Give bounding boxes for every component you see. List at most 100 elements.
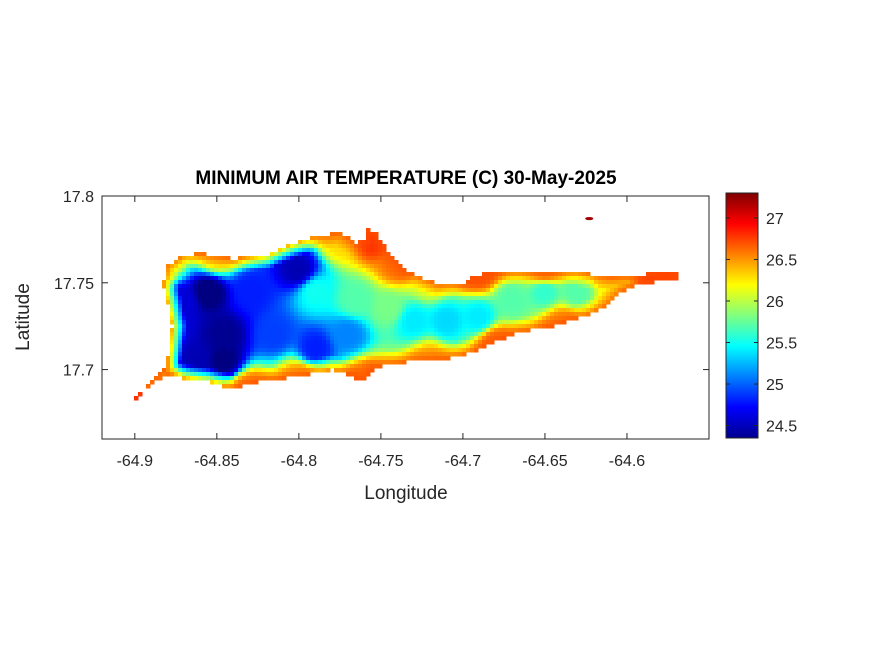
temperature-cell	[346, 268, 351, 273]
temperature-cell	[382, 316, 387, 321]
temperature-cell	[346, 288, 351, 293]
temperature-cell	[322, 268, 327, 273]
temperature-cell	[238, 256, 243, 261]
temperature-cell	[210, 368, 215, 373]
temperature-cell	[434, 332, 439, 337]
temperature-cell	[238, 336, 243, 341]
temperature-cell	[234, 264, 239, 269]
temperature-cell	[662, 272, 667, 277]
temperature-cell	[214, 304, 219, 309]
temperature-cell	[518, 328, 523, 333]
temperature-cell	[366, 320, 371, 325]
temperature-cell	[410, 348, 415, 353]
temperature-cell	[326, 320, 331, 325]
temperature-cell	[298, 352, 303, 357]
temperature-cell	[502, 272, 507, 277]
temperature-cell	[266, 376, 271, 381]
temperature-cell	[578, 304, 583, 309]
temperature-cell	[378, 312, 383, 317]
temperature-cell	[570, 292, 575, 297]
temperature-cell	[274, 300, 279, 305]
temperature-cell	[158, 376, 163, 381]
temperature-cell	[186, 364, 191, 369]
temperature-cell	[350, 332, 355, 337]
temperature-cell	[290, 320, 295, 325]
temperature-cell	[262, 332, 267, 337]
temperature-cell	[198, 352, 203, 357]
temperature-cell	[226, 340, 231, 345]
temperature-cell	[218, 260, 223, 265]
temperature-cell	[242, 336, 247, 341]
temperature-cell	[346, 352, 351, 357]
temperature-cell	[398, 308, 403, 313]
temperature-cell	[190, 304, 195, 309]
temperature-cell	[362, 364, 367, 369]
temperature-cell	[458, 288, 463, 293]
temperature-cell	[174, 324, 179, 329]
temperature-cell	[598, 304, 603, 309]
temperature-cell	[302, 332, 307, 337]
temperature-cell	[318, 336, 323, 341]
temperature-cell	[482, 288, 487, 293]
temperature-cell	[366, 368, 371, 373]
temperature-cell	[258, 284, 263, 289]
temperature-cell	[486, 328, 491, 333]
temperature-cell	[390, 300, 395, 305]
temperature-cell	[230, 312, 235, 317]
temperature-cell	[390, 256, 395, 261]
temperature-cell	[306, 244, 311, 249]
temperature-cell	[378, 292, 383, 297]
temperature-cell	[406, 356, 411, 361]
temperature-cell	[342, 352, 347, 357]
temperature-cell	[582, 280, 587, 285]
temperature-cell	[362, 284, 367, 289]
temperature-cell	[258, 272, 263, 277]
temperature-cell	[378, 260, 383, 265]
temperature-cell	[574, 312, 579, 317]
temperature-cell	[374, 320, 379, 325]
temperature-cell	[338, 268, 343, 273]
temperature-cell	[490, 320, 495, 325]
temperature-cell	[346, 264, 351, 269]
temperature-cell	[298, 332, 303, 337]
temperature-cell	[198, 276, 203, 281]
temperature-cell	[214, 368, 219, 373]
temperature-cell	[502, 280, 507, 285]
temperature-cell	[342, 344, 347, 349]
temperature-cell	[442, 356, 447, 361]
temperature-cell	[270, 256, 275, 261]
temperature-cell	[182, 368, 187, 373]
temperature-cell	[286, 364, 291, 369]
temperature-cell	[518, 276, 523, 281]
temperature-cell	[326, 248, 331, 253]
temperature-cell	[386, 280, 391, 285]
temperature-cell	[302, 360, 307, 365]
temperature-cell	[278, 372, 283, 377]
temperature-cell	[270, 260, 275, 265]
temperature-cell	[554, 320, 559, 325]
temperature-cell	[546, 272, 551, 277]
temperature-cell	[378, 356, 383, 361]
temperature-cell	[338, 348, 343, 353]
temperature-cell	[530, 324, 535, 329]
temperature-cell	[294, 292, 299, 297]
temperature-cell	[582, 304, 587, 309]
temperature-cell	[230, 360, 235, 365]
temperature-cell	[174, 320, 179, 325]
temperature-cell	[534, 276, 539, 281]
temperature-cell	[290, 308, 295, 313]
temperature-cell	[214, 292, 219, 297]
temperature-cell	[374, 336, 379, 341]
temperature-cell	[446, 284, 451, 289]
temperature-cell	[570, 308, 575, 313]
temperature-cell	[214, 328, 219, 333]
temperature-cell	[594, 308, 599, 313]
temperature-cell	[214, 280, 219, 285]
temperature-cell	[426, 296, 431, 301]
temperature-cell	[374, 240, 379, 245]
temperature-cell	[502, 312, 507, 317]
temperature-cell	[322, 316, 327, 321]
temperature-cell	[230, 352, 235, 357]
temperature-cell	[202, 364, 207, 369]
temperature-cell	[270, 328, 275, 333]
